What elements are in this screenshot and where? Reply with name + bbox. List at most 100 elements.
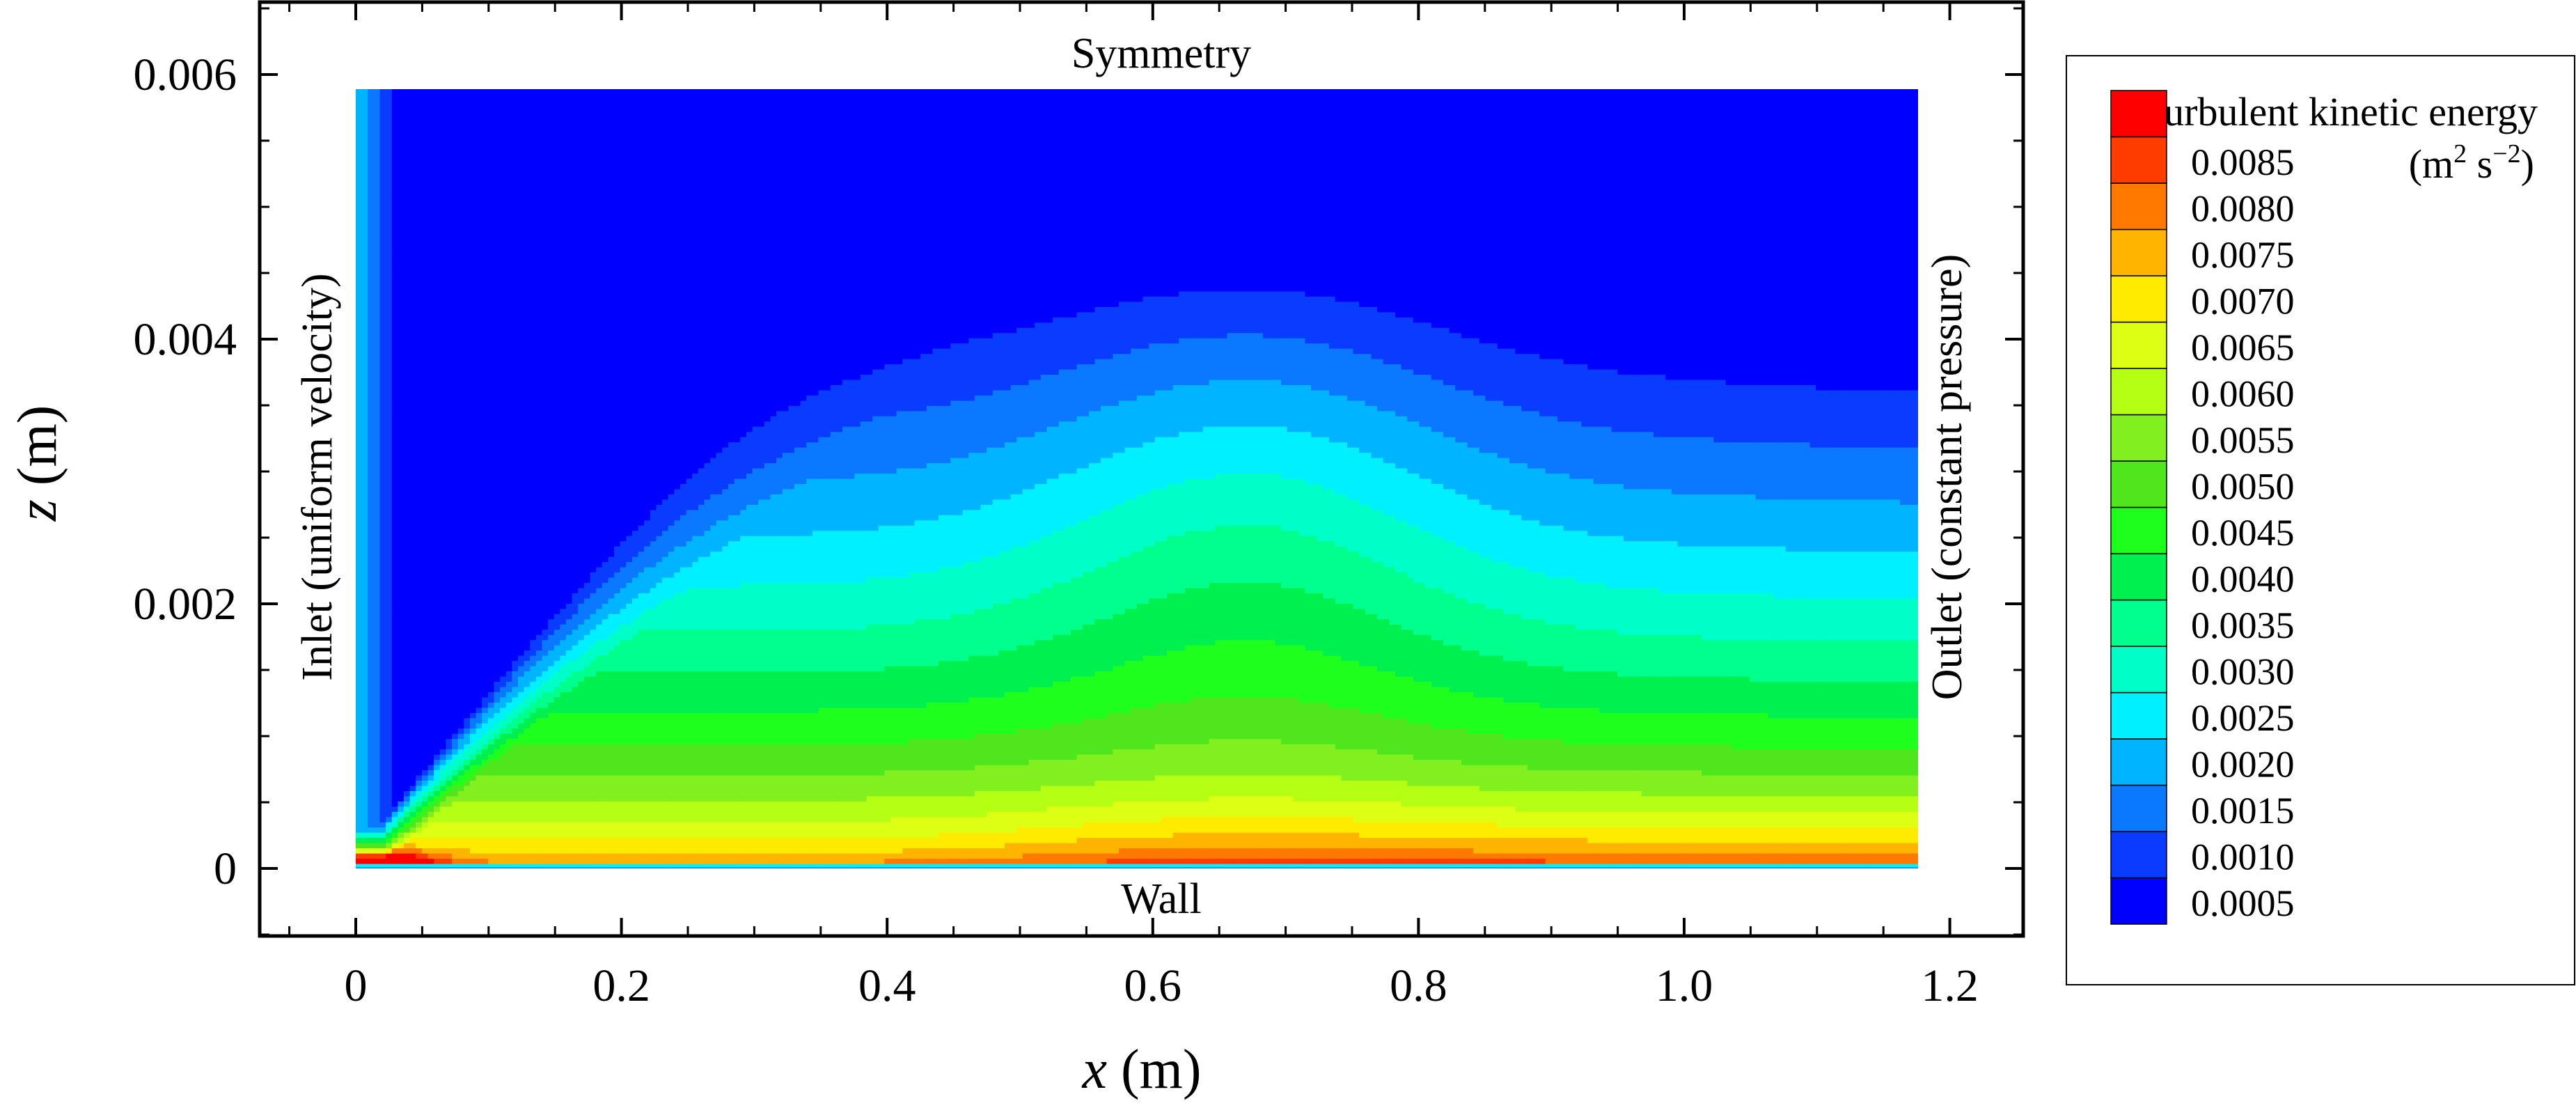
contour-cell <box>518 374 525 380</box>
contour-cell <box>373 608 381 614</box>
contour-cell <box>379 155 387 162</box>
contour-cell <box>356 717 363 724</box>
contour-cell <box>356 671 363 677</box>
contour-cell <box>439 509 447 515</box>
contour-cell <box>398 217 405 224</box>
contour-cell <box>535 134 543 141</box>
contour-cell <box>512 582 519 588</box>
contour-cell <box>386 655 393 662</box>
contour-cell <box>356 103 363 109</box>
contour-cell <box>494 696 501 703</box>
contour-cell <box>391 139 399 146</box>
contour-cell <box>542 467 549 474</box>
contour-cell <box>404 509 411 515</box>
contour-cell <box>398 691 405 698</box>
contour-cell <box>500 389 507 396</box>
contour-cell <box>482 722 489 729</box>
contour-cell <box>439 228 447 235</box>
contour-cell <box>379 629 387 635</box>
contour-cell <box>512 176 519 182</box>
contour-cell <box>391 712 399 719</box>
contour-cell <box>457 155 465 162</box>
contour-cell <box>524 524 531 531</box>
contour-cell <box>457 295 465 302</box>
contour-cell <box>356 524 363 531</box>
contour-cell <box>457 228 465 235</box>
contour-cell <box>494 343 501 349</box>
contour-cell <box>386 806 393 812</box>
contour-cell <box>524 602 531 609</box>
contour-cell <box>487 722 495 729</box>
contour-cell <box>434 722 441 729</box>
contour-cell <box>542 436 549 443</box>
contour-cell <box>361 795 369 802</box>
contour-cell <box>524 535 531 542</box>
contour-cell <box>446 671 453 677</box>
contour-cell <box>464 129 471 136</box>
contour-cell <box>452 665 459 671</box>
contour-cell <box>535 457 543 464</box>
contour-cell <box>505 774 513 781</box>
contour-cell <box>404 311 411 318</box>
contour-cell <box>356 582 363 588</box>
contour-cell <box>404 108 411 115</box>
contour-cell <box>421 223 429 229</box>
contour-cell <box>505 176 513 182</box>
contour-cell <box>439 493 447 500</box>
contour-cell <box>446 400 453 406</box>
contour-cell <box>404 446 411 453</box>
contour-cell <box>379 108 387 115</box>
contour-cell <box>518 764 525 770</box>
contour-cell <box>361 176 369 182</box>
contour-cell <box>361 332 369 338</box>
contour-cell <box>427 114 435 120</box>
contour-cell <box>379 504 387 510</box>
contour-cell <box>368 316 375 323</box>
contour-cell <box>500 415 507 422</box>
contour-cell <box>542 295 549 302</box>
contour-cell <box>530 301 537 307</box>
contour-cell <box>373 322 381 328</box>
contour-cell <box>457 118 465 125</box>
contour-cell <box>398 118 405 125</box>
contour-cell <box>470 217 477 224</box>
contour-cell <box>512 629 519 635</box>
contour-cell <box>368 863 375 868</box>
contour-cell <box>446 800 453 807</box>
contour-cell <box>524 770 531 776</box>
contour-cell <box>386 764 393 770</box>
contour-cell <box>446 358 453 365</box>
contour-cell <box>487 551 495 557</box>
contour-cell <box>439 696 447 703</box>
contour-cell <box>518 244 525 250</box>
contour-cell <box>524 196 531 203</box>
contour-cell <box>391 270 399 276</box>
contour-cell <box>500 254 507 260</box>
contour-cell <box>535 764 543 770</box>
contour-cell <box>373 795 381 802</box>
contour-cell <box>457 738 465 744</box>
contour-cell <box>476 483 483 490</box>
contour-cell <box>487 426 495 432</box>
contour-cell <box>470 93 477 99</box>
contour-cell <box>548 311 555 318</box>
contour-cell <box>427 520 435 526</box>
contour-cell <box>500 577 507 583</box>
contour-cell <box>379 358 387 365</box>
contour-cell <box>356 733 363 740</box>
contour-cell <box>482 733 489 740</box>
contour-cell <box>379 598 387 604</box>
contour-cell <box>457 701 465 708</box>
contour-cell <box>482 124 489 130</box>
contour-cell <box>446 774 453 781</box>
contour-cell <box>464 348 471 354</box>
contour-cell <box>446 749 453 755</box>
contour-cell <box>434 217 441 224</box>
contour-cell <box>464 691 471 698</box>
contour-cell <box>482 166 489 172</box>
contour-cell <box>409 795 417 802</box>
contour-cell <box>446 134 453 141</box>
contour-cell <box>548 223 555 229</box>
contour-cell <box>470 379 477 385</box>
contour-cell <box>356 785 363 791</box>
